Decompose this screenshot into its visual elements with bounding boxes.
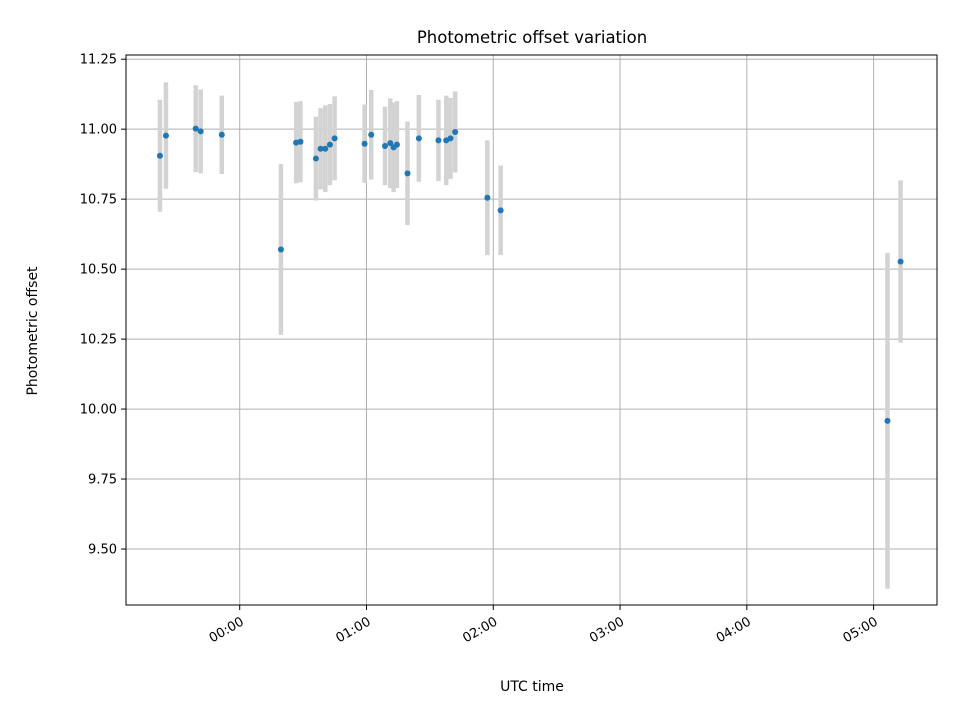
data-point bbox=[404, 170, 411, 177]
y-tick-label: 9.75 bbox=[88, 473, 117, 488]
data-point bbox=[897, 258, 904, 265]
y-tick-label: 9.50 bbox=[88, 543, 117, 558]
data-point bbox=[312, 155, 319, 162]
data-point bbox=[484, 194, 491, 201]
chart-title: Photometric offset variation bbox=[417, 28, 647, 47]
data-points bbox=[156, 125, 904, 424]
data-point bbox=[382, 142, 389, 149]
y-tick-label: 10.00 bbox=[80, 403, 117, 418]
data-point bbox=[361, 140, 368, 147]
data-point bbox=[393, 141, 400, 148]
data-point bbox=[192, 125, 199, 132]
data-point bbox=[297, 138, 304, 145]
y-tick-label: 11.25 bbox=[80, 53, 117, 68]
y-axis-label: Photometric offset bbox=[25, 266, 41, 396]
data-point bbox=[368, 131, 375, 138]
data-point bbox=[162, 132, 169, 139]
data-point bbox=[415, 135, 422, 142]
data-point bbox=[331, 135, 338, 142]
data-point bbox=[317, 145, 324, 152]
data-point bbox=[218, 131, 225, 138]
y-tick-label: 11.00 bbox=[80, 123, 117, 138]
data-point bbox=[435, 137, 442, 144]
y-axis: 9.50 9.75 10.00 10.25 10.50 10.75 11.00 11.25 bbox=[80, 53, 126, 558]
data-point bbox=[452, 128, 459, 135]
x-axis-label: UTC time bbox=[500, 679, 564, 695]
data-point bbox=[322, 145, 329, 152]
data-point bbox=[326, 141, 333, 148]
y-tick-label: 10.75 bbox=[80, 193, 117, 208]
data-point bbox=[387, 140, 394, 147]
data-point bbox=[277, 246, 284, 253]
data-point bbox=[497, 207, 504, 214]
grid bbox=[126, 55, 937, 605]
y-tick-label: 10.25 bbox=[80, 333, 117, 348]
data-point bbox=[447, 135, 454, 142]
plot-area bbox=[126, 55, 937, 605]
data-point bbox=[156, 152, 163, 159]
plot-frame bbox=[125, 54, 938, 606]
y-tick-label: 10.50 bbox=[80, 263, 117, 278]
data-point bbox=[884, 417, 891, 424]
data-point bbox=[197, 128, 204, 135]
